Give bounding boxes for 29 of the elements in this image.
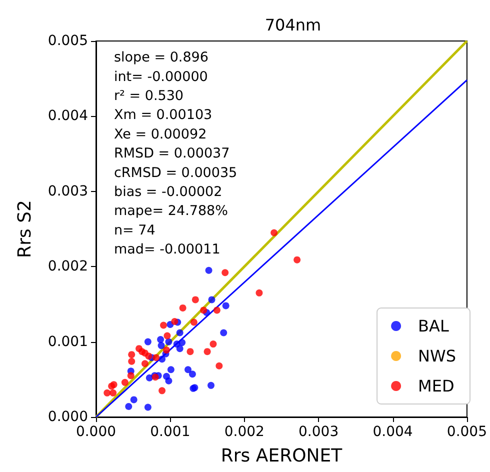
- y-tick-label: 0.002: [48, 258, 88, 275]
- annotation: cRMSD = 0.00035: [114, 164, 238, 181]
- annotation: RMSD = 0.00037: [114, 146, 230, 162]
- x-tick-label: 0.001: [150, 424, 190, 440]
- annotation: Xm = 0.00103: [114, 107, 212, 124]
- annotation: mad= -0.00011: [114, 242, 220, 258]
- y-axis-title: Rrs S2: [14, 200, 36, 258]
- y-tick-label: 0.003: [48, 183, 88, 200]
- annotation: Xe = 0.00092: [114, 126, 207, 142]
- annotation: slope = 0.896: [114, 50, 208, 66]
- legend-label: NWS: [418, 346, 456, 366]
- annotation: n= 74: [114, 222, 156, 238]
- x-tick-label: 0.003: [298, 424, 339, 440]
- chart-title: 704nm: [264, 16, 322, 34]
- x-tick-label: 0.002: [224, 424, 264, 440]
- y-tick-label: 0.005: [48, 33, 88, 49]
- annotation: bias = -0.00002: [114, 184, 222, 200]
- y-tick-label: 0.004: [48, 108, 88, 124]
- x-tick-label: 0.004: [372, 424, 413, 440]
- legend-label: BAL: [418, 316, 449, 336]
- legend-label: MED: [418, 376, 454, 396]
- x-tick-label: 0.005: [446, 424, 488, 440]
- x-tick-label: 0.000: [76, 424, 116, 440]
- x-axis-title: Rrs AERONET: [220, 446, 344, 466]
- annotation: r² = 0.530: [114, 88, 184, 104]
- annotation: int= -0.00000: [114, 68, 208, 85]
- y-tick-label: 0.001: [48, 334, 88, 350]
- annotation: mape= 24.788%: [114, 203, 228, 220]
- y-tick-label: 0.000: [48, 409, 88, 425]
